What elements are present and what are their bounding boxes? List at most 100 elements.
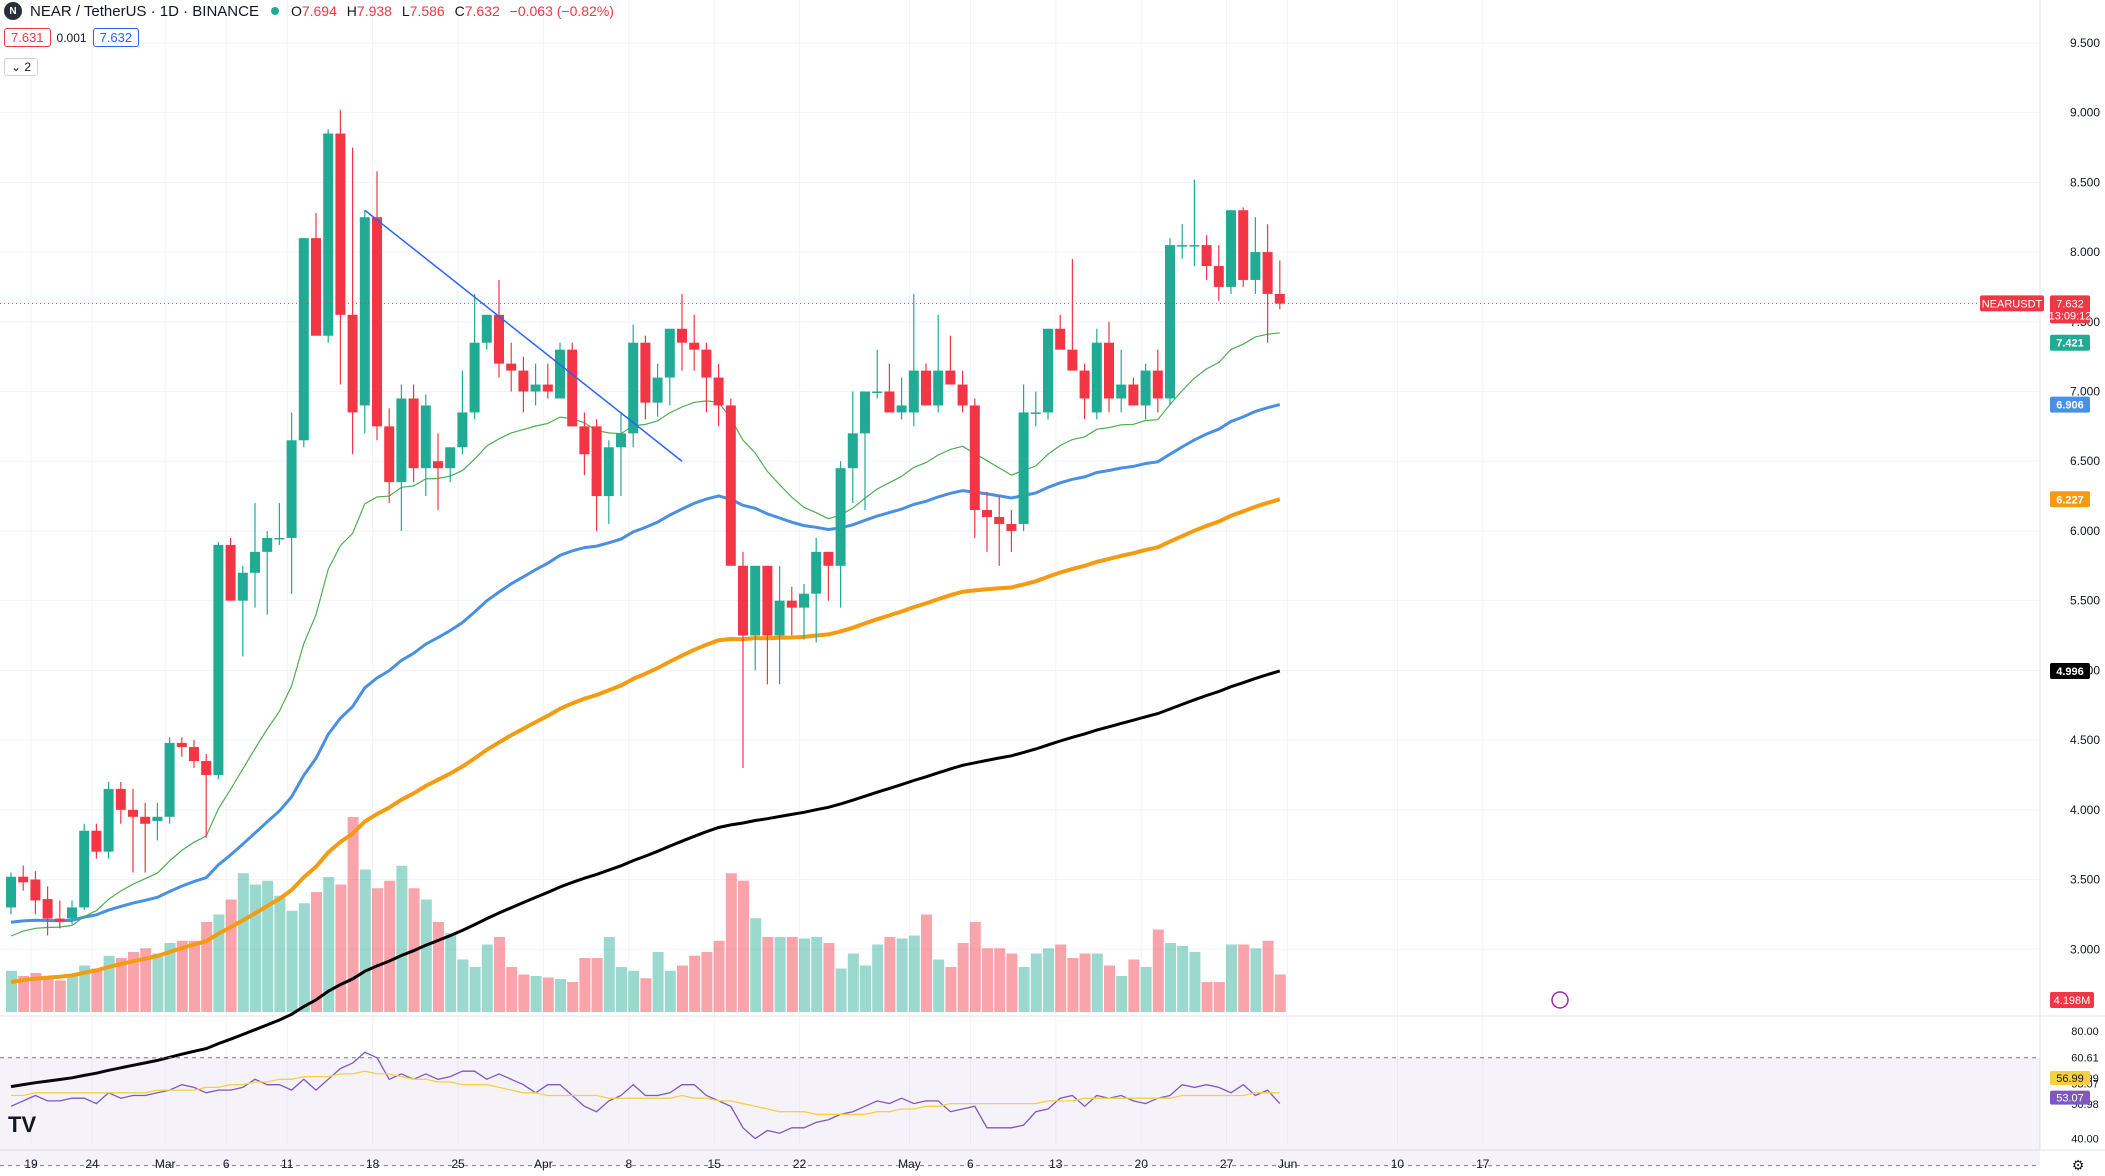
y-tick-label: 3.500 [2070,873,2100,887]
candle-body [335,133,346,315]
volume-bar [652,952,664,1012]
candle-body [286,440,297,538]
candle-body [774,600,785,636]
volume-bar [823,943,835,1012]
candle-body [262,537,273,552]
candle-body [250,551,260,573]
y-tick-label: 8.500 [2070,175,2100,189]
candle-body [359,217,370,406]
tradingview-logo-icon: TV [8,1112,36,1137]
candle-body [896,405,907,413]
rsi-tag-bg [2050,1090,2090,1105]
candle-body [908,370,919,413]
trendline[interactable] [364,209,683,462]
candle-body [1189,245,1200,247]
volume-bar [311,892,322,1012]
trade-buttons: 7.631 0.001 7.632 [4,28,140,47]
candle-body [1177,245,1188,247]
candle-body [1116,384,1127,399]
rsi-tick: 40.00 [2071,1134,2099,1146]
candle-body [408,398,419,469]
volume-bar [750,918,762,1012]
candle-body [933,370,944,406]
volume-bar [420,899,432,1012]
candle-body [54,918,65,922]
volume-bar [79,965,91,1012]
y-tick-label: 3.000 [2070,942,2100,956]
candle-body [30,879,41,901]
candle-body [274,537,285,540]
countdown-label: 13:09:12 [2049,310,2092,322]
volume-bars [6,817,1286,1012]
volume-bar [469,967,481,1012]
volume-bar [103,955,115,1012]
candle-body [1091,342,1102,413]
settings-gear-icon[interactable]: ⚙ [2072,1157,2085,1173]
candle-body [494,314,504,364]
volume-bar [616,967,627,1012]
indicators-toggle[interactable]: ⌄ 2 [4,58,39,76]
sell-button[interactable]: 7.631 [4,28,51,47]
candle-body [42,899,53,919]
volume-bar [286,910,298,1012]
candlesticks[interactable] [6,109,1285,936]
ohlc-low-label: L [401,3,410,19]
volume-bar [628,970,640,1012]
y-tick-label: 4.500 [2070,733,2100,747]
volume-bar [664,970,676,1012]
candle-body [189,747,199,762]
volume-bar [213,914,225,1012]
volume-bar [603,937,615,1012]
candle-body [713,377,724,406]
volume-bar [1104,965,1115,1012]
candle-body [860,391,870,434]
candle-body [982,510,992,517]
volume-bar [1201,982,1213,1012]
volume-bar [957,943,969,1012]
volume-bar [1067,958,1079,1012]
rsi-band [0,1057,2040,1166]
ohlc-values: O7.694 H7.938 L7.586 C7.632 −0.063 (−0.8… [291,3,620,19]
time-axis[interactable]: 19 24 Mar 6 11 18 25 Apr 8 15 22 May 6 13 20 27 Jun 10 17 ⚙ [24,1157,2084,1173]
volume-bar [542,977,554,1012]
x-tick-label: 20 [1135,1157,1149,1171]
y-tick-label: 4.000 [2070,803,2100,817]
ema100-label-bg [2050,491,2090,508]
volume-bar [1213,982,1225,1012]
chart-legend: N NEAR / TetherUS · 1D · BINANCE O7.694 … [4,2,620,20]
candle-body [1262,252,1273,294]
candle-body [591,426,602,497]
candle-body [555,349,565,399]
ema100-label: 6.227 [2056,494,2084,506]
volume-bar [140,948,152,1012]
x-tick-label: 6 [967,1157,974,1171]
volume-bar [396,865,408,1012]
y-tick-label: 9.500 [2070,36,2100,50]
symbol-tag: NEARUSDT [1982,298,2043,310]
candle-body [750,565,761,636]
volume-bar [225,899,237,1012]
y-tick-label: 6.000 [2070,524,2100,538]
volume-bar [567,982,579,1012]
ema20-label-bg [2050,334,2090,351]
volume-bar [152,953,164,1012]
candle-body [957,384,968,406]
buy-button[interactable]: 7.632 [92,28,140,47]
candle-body [823,551,834,566]
volume-bar [6,970,17,1012]
volume-bar [1262,940,1274,1012]
ema50-line [10,403,1281,924]
candle-body [725,405,736,566]
candle-body [67,907,77,919]
volume-bar [738,880,749,1012]
candle-body [176,742,187,748]
volume-bar [835,968,847,1012]
candle-body [969,405,980,511]
alert-lightning-icon [1551,991,1569,1009]
x-tick-label: 11 [281,1157,294,1171]
candle-body [603,447,614,497]
symbol-title[interactable]: NEAR / TetherUS · 1D · BINANCE [30,2,259,20]
x-tick-label: May [898,1157,921,1171]
ohlc-close: 7.632 [464,3,500,19]
